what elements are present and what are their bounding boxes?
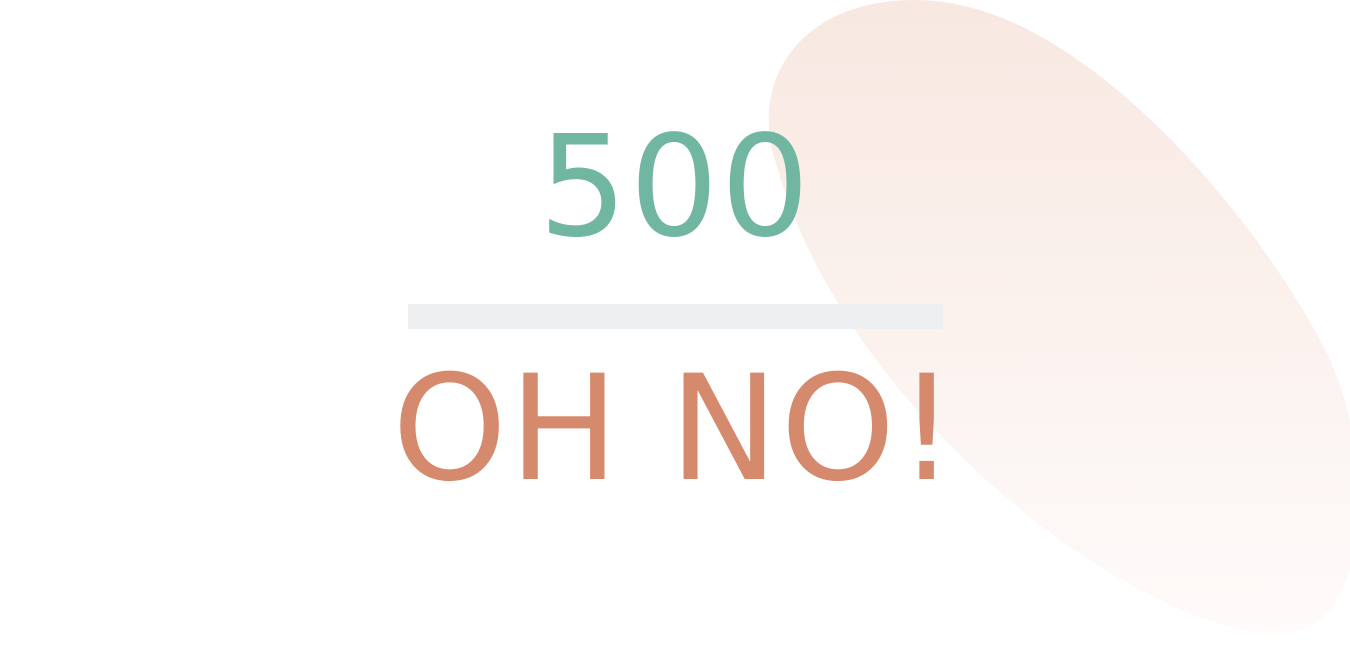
error-title: OH NO! [392, 344, 958, 514]
divider [408, 304, 943, 329]
error-code: 500 [538, 106, 812, 269]
